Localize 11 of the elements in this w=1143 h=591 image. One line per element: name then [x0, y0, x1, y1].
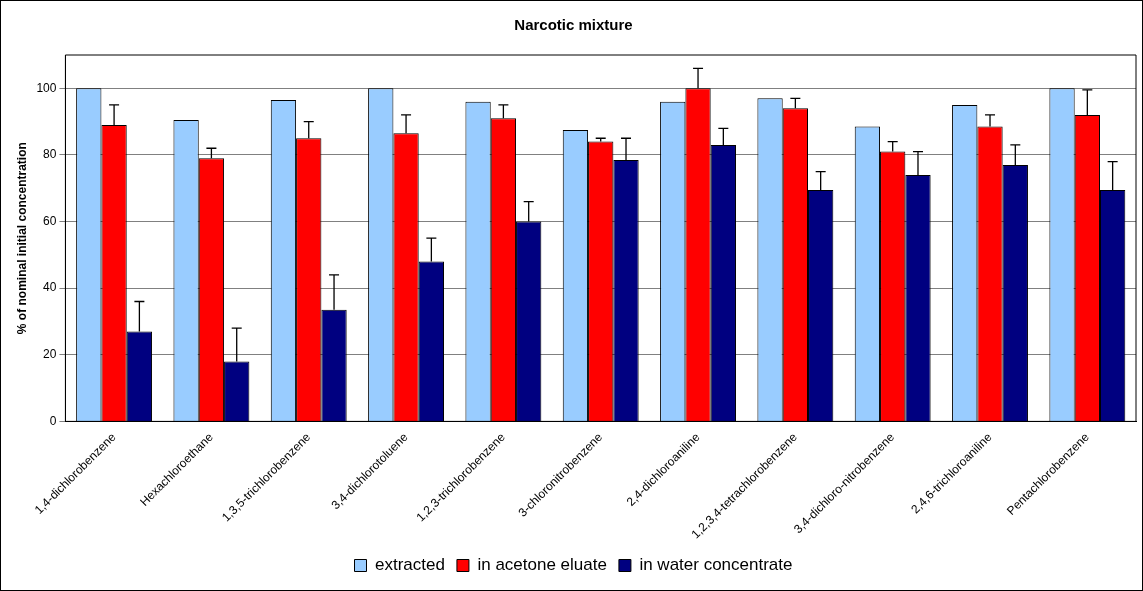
chart-title: Narcotic mixture	[514, 16, 633, 34]
y-tick-label: 20	[43, 347, 57, 362]
y-tick-label: 40	[43, 280, 57, 295]
y-axis-title: % of nominal initial concentration	[14, 142, 29, 335]
legend-label: extracted	[375, 555, 445, 575]
y-tick-label: 100	[36, 80, 57, 95]
legend-label: in water concentrate	[639, 555, 793, 575]
y-tick-label: 80	[43, 147, 57, 162]
y-tick-label: 0	[49, 413, 57, 428]
legend-label: in acetone eluate	[477, 555, 607, 575]
y-tick-label: 60	[43, 213, 57, 228]
